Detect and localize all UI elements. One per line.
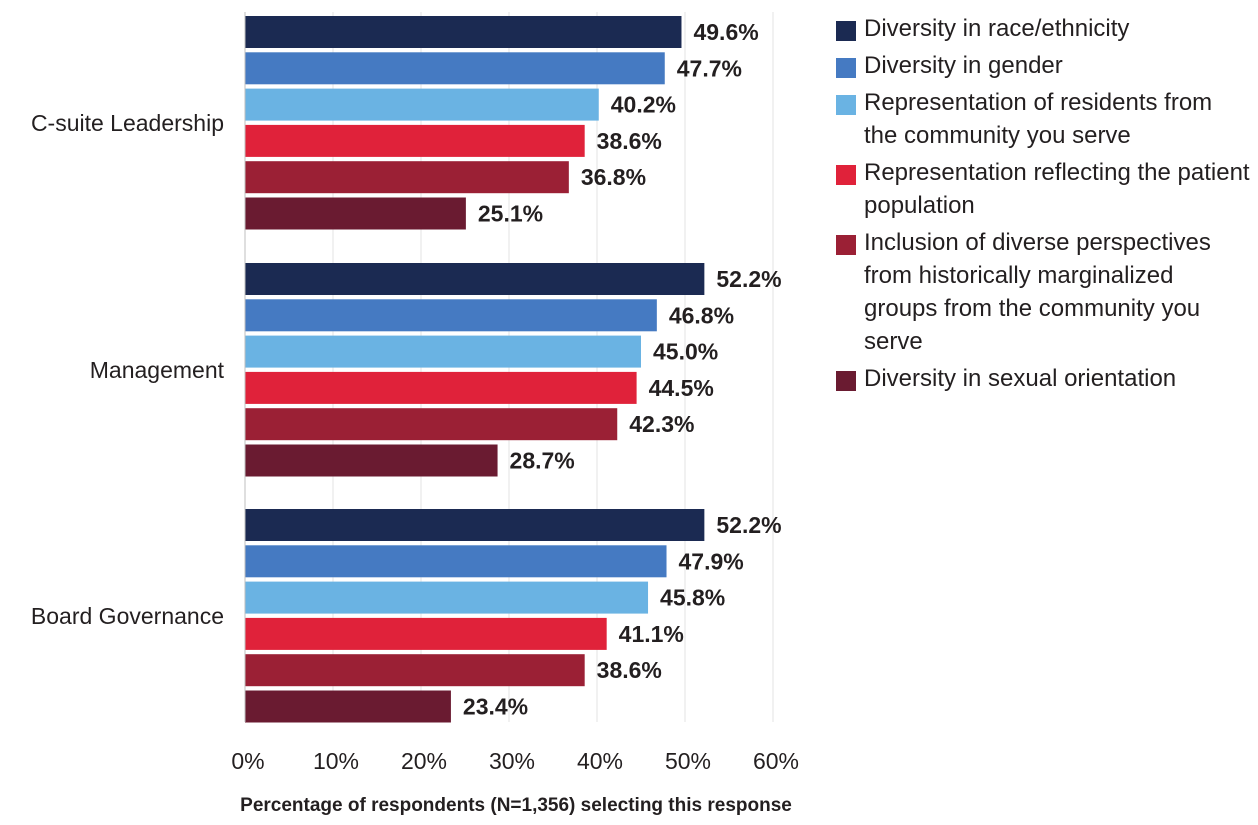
bars <box>245 16 705 723</box>
bar <box>245 509 705 541</box>
bar <box>245 52 665 85</box>
data-label: 52.2% <box>716 512 781 538</box>
x-tick-label: 0% <box>231 748 264 774</box>
legend-item: Representation of residents from the com… <box>836 86 1251 152</box>
x-tick-label: 50% <box>665 748 711 774</box>
legend-item: Diversity in gender <box>836 49 1251 82</box>
legend-label: Diversity in race/ethnicity <box>864 15 1130 42</box>
legend-label: Inclusion of diverse perspectives from h… <box>864 229 1211 355</box>
legend-label: Diversity in gender <box>864 52 1063 79</box>
data-label: 38.6% <box>597 128 662 154</box>
bar <box>245 654 585 687</box>
bar <box>245 263 705 295</box>
bar <box>245 16 682 48</box>
data-label: 47.7% <box>677 55 742 81</box>
data-label: 46.8% <box>669 302 734 328</box>
data-label: 25.1% <box>478 201 543 227</box>
x-tick-label: 20% <box>401 748 447 774</box>
bar <box>245 161 569 194</box>
data-label: 44.5% <box>649 375 714 401</box>
legend-item: Diversity in sexual orientation <box>836 362 1251 395</box>
bar <box>245 545 667 578</box>
bar <box>245 581 649 614</box>
data-label: 47.9% <box>679 548 744 574</box>
legend-swatch <box>836 95 856 115</box>
data-label: 45.0% <box>653 339 718 365</box>
data-label: 40.2% <box>611 92 676 118</box>
x-tick-label: 60% <box>753 748 799 774</box>
data-label: 36.8% <box>581 164 646 190</box>
data-label: 45.8% <box>660 585 725 611</box>
bar <box>245 617 607 650</box>
bar <box>245 299 657 332</box>
legend-swatch <box>836 371 856 391</box>
legend-swatch <box>836 235 856 255</box>
data-label: 52.2% <box>716 266 781 292</box>
legend-swatch <box>836 165 856 185</box>
data-label: 38.6% <box>597 657 662 683</box>
value-labels: 49.6% 47.7%40.2% 38.6% 36.8% 25.1% 52.2% 46.8%… <box>463 19 782 720</box>
legend-item: Representation reflecting the patient po… <box>836 156 1251 222</box>
category-label: C-suite Leadership <box>31 110 224 136</box>
x-tick-labels: 0% 10% 20% 30% 40% 50% 60% <box>231 748 799 774</box>
legend-swatch <box>836 58 856 78</box>
x-tick-label: 30% <box>489 748 535 774</box>
legend-item: Diversity in race/ethnicity <box>836 12 1251 45</box>
data-label: 42.3% <box>629 411 694 437</box>
bar <box>245 335 641 368</box>
bar <box>245 371 637 404</box>
category-label: Board Governance <box>31 603 224 629</box>
x-tick-label: 10% <box>313 748 359 774</box>
bar <box>245 444 498 477</box>
bar <box>245 690 451 723</box>
bar <box>245 408 618 441</box>
category-labels: C-suite Leadership Management Board Govern… <box>31 110 225 629</box>
bar <box>245 88 599 121</box>
legend-item: Inclusion of diverse perspectives from h… <box>836 226 1251 358</box>
legend-label: Diversity in sexual orientation <box>864 365 1177 392</box>
legend-swatch <box>836 21 856 41</box>
x-tick-label: 40% <box>577 748 623 774</box>
data-label: 49.6% <box>693 19 758 45</box>
data-label: 41.1% <box>619 621 684 647</box>
category-label: Management <box>90 357 225 383</box>
legend-label: Representation reflecting the patient po… <box>864 159 1250 219</box>
bar <box>245 197 466 230</box>
data-label: 28.7% <box>510 448 575 474</box>
data-label: 23.4% <box>463 694 528 720</box>
x-axis-title: Percentage of respondents (N=1,356) sele… <box>240 795 792 816</box>
legend: Diversity in race/ethnicity Diversity in … <box>836 12 1251 399</box>
legend-label: Representation of residents from the com… <box>864 89 1213 149</box>
bar <box>245 124 585 157</box>
